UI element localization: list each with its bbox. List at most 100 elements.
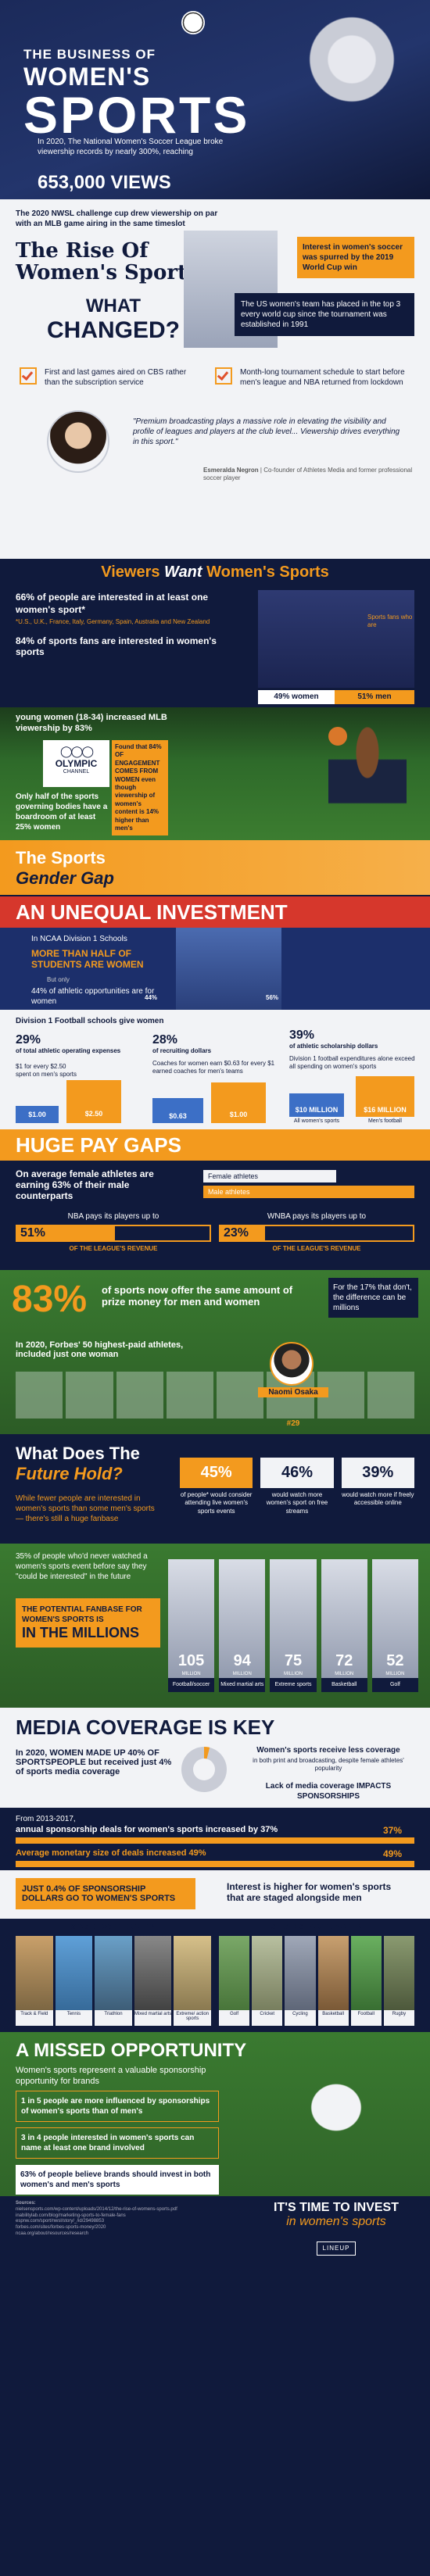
- what-changed: WHAT CHANGED?: [16, 295, 211, 344]
- staged-together-label: STAGED TOGETHER OFTEN: [70, 1923, 156, 1930]
- div1-panel: Division 1 Football schools give women 2…: [0, 1010, 430, 1129]
- stat-66: 66% of people are interested in at least…: [16, 592, 210, 626]
- spend-bars: $1.00 $2.50: [16, 1080, 141, 1123]
- fb-bar-women: $10 MILLION: [289, 1093, 344, 1117]
- pay-gaps-section: HUGE PAY GAPS On average female athletes…: [0, 1129, 430, 1434]
- osaka-avatar: [270, 1342, 314, 1386]
- quote-attribution: Esmeralda Negron | Co-founder of Athlete…: [203, 467, 413, 482]
- olympic-logo: ◯◯◯ OLYMPIC CHANNEL: [43, 740, 109, 787]
- checkbox-icon: [20, 367, 37, 385]
- sponsor-panel: From 2013-2017, annual sponsorship deals…: [0, 1808, 430, 1870]
- changed-label: CHANGED?: [47, 317, 180, 343]
- fan-tile: 72 MILLION Basketball: [321, 1559, 367, 1692]
- stat-1in5: 1 in 5 people are more influenced by spo…: [16, 2091, 219, 2122]
- women-made-box: In 2020, WOMEN MADE UP 40% OF SPORTSPEOP…: [16, 1748, 172, 1776]
- div1-col-3: 39% of athletic scholarship dollars: [289, 1029, 378, 1050]
- athletes-photo-2: [176, 928, 281, 1010]
- change-item-1: First and last games aired on CBS rather…: [20, 367, 199, 388]
- prize-text: of sports now offer the same amount of p…: [102, 1284, 293, 1308]
- olympic-rings-icon: ◯◯◯: [59, 745, 94, 757]
- sponsor-text: annual sponsorship deals for women's spo…: [16, 1825, 278, 1834]
- missed-section: A MISSED OPPORTUNITY Women's sports repr…: [0, 2032, 430, 2263]
- hero-views: 653,000 VIEWS: [38, 172, 171, 193]
- just-04: JUST 0.4% OF SPONSORSHIP DOLLARS GO TO W…: [16, 1878, 195, 1909]
- fan-tile: 75 MILLION Extreme sports: [270, 1559, 317, 1692]
- checkbox-icon: [215, 367, 232, 385]
- nba-block: NBA pays its players up to 51% OF THE LE…: [16, 1211, 211, 1253]
- gender-gap-section: The Sports Gender Gap AN UNEQUAL INVESTM…: [0, 840, 430, 1129]
- fanbase-box: THE POTENTIAL FANBASE FOR WOMEN'S SPORTS…: [16, 1598, 160, 1648]
- stat-3in4: 3 in 4 people interested in women's spor…: [16, 2127, 219, 2159]
- coach-bars: $0.63 $1.00: [152, 1080, 278, 1123]
- rise-title: The Rise Of Women's Sports: [16, 240, 199, 284]
- fb-bar-men: $16 MILLION: [356, 1076, 414, 1117]
- higher-interest: Interest is higher for women's sports th…: [227, 1881, 392, 1903]
- footer-panel: Sources: nielsensports.com/wp-content/up…: [0, 2196, 430, 2263]
- wnba-block: WNBA pays its players up to 23% OF THE L…: [219, 1211, 414, 1253]
- male-bar: Male athletes: [203, 1186, 414, 1198]
- coverage-info: Women's sports receive less coverage in …: [253, 1746, 404, 1801]
- pct-56: 56%: [266, 994, 279, 1001]
- football-bars: $10 MILLION $16 MILLION All women's spor…: [289, 1076, 418, 1125]
- spend-bar-men: $2.50: [66, 1080, 121, 1123]
- hero-section: THE BUSINESS OF WOMEN'S SPORTS In 2020, …: [0, 0, 430, 199]
- fan-tile: 52 MILLION Golf: [371, 1559, 419, 1692]
- coach-bar-men: $1.00: [211, 1082, 266, 1123]
- spend-note: $1 for every $2.50 spent on men's sports: [16, 1063, 77, 1079]
- separate-tiles: Golf Cricket Cycling Basketball Football…: [219, 1936, 415, 2026]
- div1-col-2: 28% of recruiting dollars: [152, 1033, 212, 1054]
- athletes-row: [16, 1372, 414, 1419]
- cta-block: IT'S TIME TO INVEST in women's sports: [274, 2201, 399, 2228]
- future-title: What Does The Future Hold?: [16, 1444, 140, 1483]
- basketball-icon: [328, 727, 347, 746]
- sports-fans-label: Sports fans who are: [367, 614, 413, 629]
- men-split: 51% men: [335, 690, 414, 704]
- change-text-2: Month-long tournament schedule to start …: [240, 368, 405, 387]
- gap-title-line2: Gender Gap: [16, 868, 114, 888]
- prize-panel: 83% of sports now offer the same amount …: [0, 1270, 430, 1434]
- fb-b-label: Men's football: [368, 1118, 402, 1124]
- unequal-title: AN UNEQUAL INVESTMENT: [0, 896, 430, 928]
- together-tiles: Track & Field Tennis Triathlon Mixed mar…: [16, 1936, 211, 2026]
- rise-title-line1: The Rise Of: [16, 239, 149, 263]
- viewers-title: Viewers Want Women's Sports: [101, 564, 329, 581]
- sponsor-bar: [16, 1837, 414, 1844]
- soccer-ball-icon: [181, 11, 205, 34]
- avg-bar: [16, 1861, 414, 1867]
- future-note: While fewer people are interested in wom…: [16, 1494, 155, 1523]
- osaka-name: Naomi Osaka: [258, 1387, 328, 1397]
- fb-a-label: All women's sports: [293, 1118, 340, 1124]
- pct-44: 44%: [145, 994, 158, 1001]
- coverage-donut: [181, 1747, 227, 1792]
- what-label: WHAT: [85, 295, 142, 317]
- forbes-text: In 2020, Forbes' 50 highest-paid athlete…: [16, 1340, 184, 1359]
- quote-text: "Premium broadcasting plays a massive ro…: [133, 417, 400, 446]
- div1-title: Division 1 Football schools give women: [16, 1017, 164, 1025]
- future-pcts: 45% of people* would consider attending …: [180, 1458, 414, 1515]
- hero-sports: SPORTS: [23, 86, 250, 144]
- osaka-rank: #29: [286, 1419, 300, 1428]
- interest-note: Interest in women's soccer was spurred b…: [297, 237, 414, 278]
- pct-39: 39%: [341, 1458, 414, 1488]
- nwsl-note: The 2020 NWSL challenge cup drew viewers…: [16, 209, 218, 228]
- future-section: What Does The Future Hold? While fewer p…: [0, 1434, 430, 1708]
- coach-bar-women: $0.63: [152, 1098, 203, 1123]
- athletes-photo: [258, 590, 414, 688]
- spend-bar-women: $1.00: [16, 1106, 59, 1123]
- pct-46: 46%: [260, 1458, 334, 1488]
- hero-womens: WOMEN'S: [23, 63, 151, 91]
- other-17: For the 17% that don't, the difference c…: [328, 1278, 418, 1318]
- more-than-half: MORE THAN HALF OF STUDENTS ARE WOMEN: [31, 948, 144, 970]
- us-team-note: The US women's team has placed in the to…: [235, 293, 414, 336]
- change-item-2: Month-long tournament schedule to start …: [215, 367, 410, 388]
- female-bar: Female athletes: [203, 1170, 337, 1182]
- media-title: MEDIA COVERAGE IS KEY: [16, 1716, 275, 1739]
- football-note: Division 1 football expenditures alone e…: [289, 1055, 415, 1071]
- avg-earn: On average female athletes are earning 6…: [16, 1168, 154, 1201]
- media-section: MEDIA COVERAGE IS KEY In 2020, WOMEN MAD…: [0, 1708, 430, 2032]
- fanbase-panel: 35% of people who'd never watched a wome…: [0, 1544, 430, 1708]
- missed-title: A MISSED OPPORTUNITY: [16, 2040, 247, 2061]
- but-only: But only: [47, 976, 70, 983]
- staged-sep-label: STAGED SEPARATELY OFTEN: [271, 1923, 362, 1930]
- hero-intro: In 2020, The National Women's Soccer Lea…: [38, 138, 224, 156]
